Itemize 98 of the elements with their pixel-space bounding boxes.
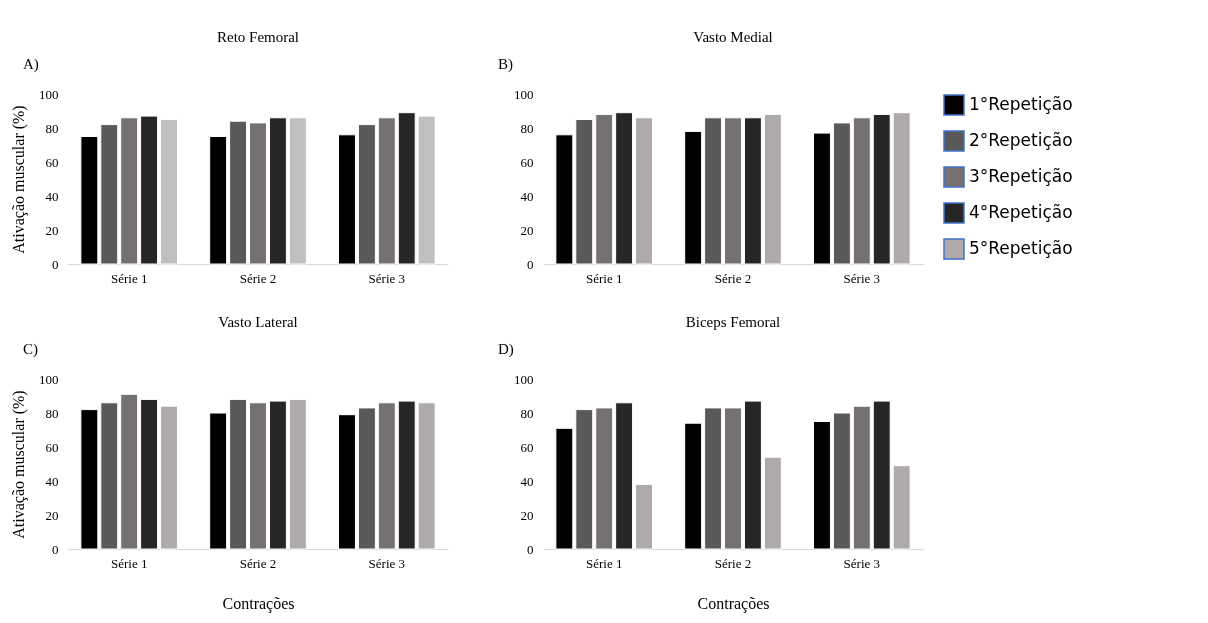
bar xyxy=(417,115,436,265)
y-tick-label: 60 xyxy=(45,154,59,170)
y-axis-title: Ativação muscular (%) xyxy=(10,390,28,539)
x-tick-label: Série 1 xyxy=(585,270,623,286)
y-tick-label: 60 xyxy=(45,439,59,455)
bar xyxy=(160,119,178,265)
y-tick-label: 40 xyxy=(520,473,534,489)
y-tick-label: 20 xyxy=(45,507,59,523)
bar xyxy=(724,117,742,265)
x-tick-label: Série 3 xyxy=(843,555,881,571)
bar xyxy=(377,117,396,265)
x-tick-label: Série 1 xyxy=(585,555,623,571)
bar xyxy=(763,456,782,550)
bar xyxy=(229,120,248,265)
y-tick-label: 80 xyxy=(520,120,534,136)
bar xyxy=(120,117,139,265)
legend-label: 3°Repetição xyxy=(969,166,1073,186)
y-tick-label: 40 xyxy=(520,188,534,204)
legend-label: 1°Repetição xyxy=(969,94,1073,114)
chart-title: Reto Femoral xyxy=(216,29,300,45)
bar xyxy=(268,117,287,265)
x-tick-label: Série 2 xyxy=(714,555,752,571)
bar xyxy=(743,400,762,550)
bar xyxy=(249,122,267,265)
bar xyxy=(872,113,891,265)
bar xyxy=(575,119,594,265)
legend-label: 4°Repetição xyxy=(969,202,1073,222)
x-tick-label: Série 1 xyxy=(110,270,148,286)
y-tick-label: 40 xyxy=(45,473,59,489)
y-tick-label: 60 xyxy=(520,154,534,170)
bar xyxy=(80,136,99,265)
text: C) xyxy=(23,341,38,358)
y-tick-label: 0 xyxy=(527,541,534,557)
y-tick-label: 100 xyxy=(514,371,534,387)
y-tick-label: 100 xyxy=(39,371,59,387)
bar xyxy=(852,405,871,550)
bar xyxy=(684,422,703,550)
y-tick-label: 0 xyxy=(527,256,534,272)
bar xyxy=(209,136,228,265)
x-tick-label: Série 3 xyxy=(368,555,406,571)
bar xyxy=(832,122,851,265)
bar xyxy=(872,400,891,550)
bar xyxy=(724,407,742,550)
bar xyxy=(743,117,762,265)
x-tick-label: Série 3 xyxy=(368,270,406,286)
bar xyxy=(892,465,911,550)
chart-title: Vasto Medial xyxy=(693,29,773,45)
y-tick-label: 80 xyxy=(45,120,59,136)
bar xyxy=(575,409,594,550)
y-tick-label: 100 xyxy=(514,86,534,102)
bar xyxy=(813,132,831,265)
bar xyxy=(813,421,831,550)
y-tick-label: 20 xyxy=(520,507,534,523)
x-tick-label: Série 1 xyxy=(110,555,148,571)
bar xyxy=(704,117,723,265)
text: A) xyxy=(23,56,39,73)
text: B) xyxy=(498,56,513,73)
bar xyxy=(595,407,614,550)
legend-label: 2°Repetição xyxy=(969,130,1073,150)
bar xyxy=(595,113,614,265)
y-tick-label: 0 xyxy=(52,541,59,557)
bar xyxy=(397,112,416,265)
y-tick-label: 20 xyxy=(45,222,59,238)
bar xyxy=(704,407,723,550)
bar xyxy=(763,113,782,265)
bar xyxy=(555,427,574,550)
x-tick-label: Série 2 xyxy=(714,270,752,286)
x-tick-label: Série 3 xyxy=(843,270,881,286)
bar xyxy=(140,115,159,265)
bar xyxy=(615,402,634,550)
chart-title: Biceps Femoral xyxy=(685,314,781,330)
bar xyxy=(615,112,634,265)
bar xyxy=(684,130,703,265)
y-tick-label: 0 xyxy=(52,256,59,272)
y-tick-label: 60 xyxy=(520,439,534,455)
bar xyxy=(852,117,871,265)
legend-label: 5°Repetição xyxy=(969,238,1073,258)
bar xyxy=(832,412,851,550)
bar xyxy=(100,124,119,265)
bar xyxy=(288,117,307,265)
bar xyxy=(892,112,911,265)
y-tick-label: 80 xyxy=(45,405,59,421)
y-axis-title: Ativação muscular (%) xyxy=(10,105,28,254)
bar xyxy=(635,483,653,550)
x-tick-label: Série 2 xyxy=(239,270,277,286)
bar xyxy=(357,124,376,265)
y-tick-label: 100 xyxy=(39,86,59,102)
y-tick-label: 20 xyxy=(520,222,534,238)
text: D) xyxy=(498,341,514,358)
chart-title: Vasto Lateral xyxy=(218,314,298,330)
x-axis-title: Contrações xyxy=(222,594,295,613)
bar xyxy=(555,134,574,265)
y-tick-label: 80 xyxy=(520,405,534,421)
bar xyxy=(338,134,356,265)
y-tick-label: 40 xyxy=(45,188,59,204)
x-tick-label: Série 2 xyxy=(239,555,277,571)
bar xyxy=(635,117,653,265)
x-axis-title: Contrações xyxy=(697,594,770,613)
